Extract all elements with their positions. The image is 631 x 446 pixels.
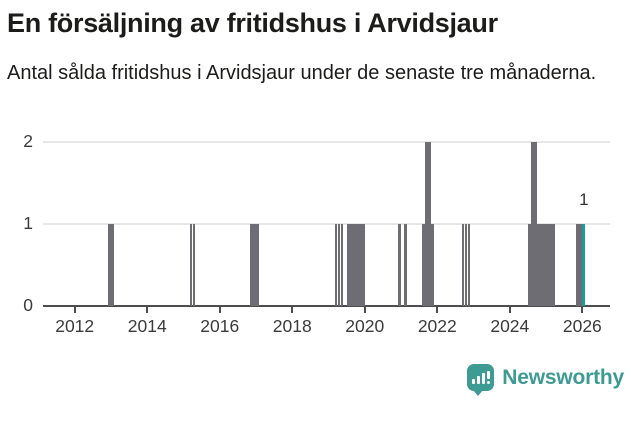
x-tick [436, 306, 439, 313]
x-tick-label: 2024 [490, 316, 530, 336]
bar [355, 224, 359, 306]
x-tick [146, 306, 149, 313]
chart-header: En försäljning av fritidshus i Arvidsjau… [0, 7, 631, 87]
footer: Newsworthy [0, 364, 631, 396]
logo-exclamation-icon [486, 371, 490, 384]
bar [189, 224, 193, 306]
bar [256, 224, 259, 306]
bar [398, 224, 401, 306]
x-tick-label: 2026 [562, 316, 602, 336]
bar [250, 224, 253, 306]
x-tick [581, 306, 584, 313]
bar [546, 224, 549, 306]
brand-name: Newsworthy [502, 365, 624, 389]
bar [528, 224, 531, 306]
bar [537, 224, 540, 306]
x-tick-label: 2016 [200, 316, 240, 336]
x-tick-label: 2018 [272, 316, 312, 336]
y-tick-label: 0 [23, 295, 33, 315]
bar [579, 224, 583, 306]
gridline [43, 141, 610, 143]
bar [361, 224, 365, 306]
bar [358, 224, 362, 306]
newsworthy-logo-icon [467, 364, 495, 396]
x-tick [73, 306, 76, 313]
bar [540, 224, 543, 306]
x-tick-label: 2020 [345, 316, 385, 336]
x-axis-line [43, 304, 610, 307]
bar [108, 224, 111, 306]
x-tick [218, 306, 221, 313]
bar [352, 224, 356, 306]
bar [346, 224, 350, 306]
page: En försäljning av fritidshus i Arvidsjau… [0, 7, 631, 446]
logo-bar-icon [476, 376, 480, 384]
y-tick-label: 1 [23, 213, 33, 233]
bar [337, 224, 341, 306]
bar [404, 224, 407, 306]
bar [111, 224, 114, 306]
x-tick-label: 2022 [417, 316, 457, 336]
bar [582, 224, 586, 306]
x-tick-label: 2014 [127, 316, 167, 336]
bar [464, 224, 468, 306]
logo-bar-icon [481, 373, 485, 384]
bar [340, 224, 344, 306]
x-tick [363, 306, 366, 313]
bar [422, 224, 426, 306]
x-tick-label: 2012 [55, 316, 95, 336]
bar [549, 224, 552, 306]
bar [543, 224, 546, 306]
logo-bar-icon [471, 379, 475, 384]
y-tick-label: 2 [23, 131, 33, 151]
newsworthy-logo-link[interactable]: Newsworthy [467, 364, 624, 396]
value-label: 1 [579, 190, 589, 209]
x-tick [291, 306, 294, 313]
bar [461, 224, 465, 306]
chart-subtitle: Antal sålda fritidshus i Arvidsjaur unde… [7, 62, 597, 84]
bar [531, 142, 534, 306]
bar [467, 224, 471, 306]
bar [334, 224, 338, 306]
bar-chart: 0 1 2 2012 2014 2016 2018 2020 2022 2024 2026 1 [0, 120, 631, 340]
bar [552, 224, 555, 306]
bar [425, 142, 429, 306]
bar [428, 142, 432, 306]
bar [576, 224, 580, 306]
gridline [43, 223, 610, 225]
x-tick [508, 306, 511, 313]
bar [349, 224, 353, 306]
bar [431, 224, 435, 306]
bar [192, 224, 196, 306]
page-title: En försäljning av fritidshus i Arvidsjau… [7, 8, 498, 38]
bar [534, 142, 537, 306]
bar [253, 224, 256, 306]
